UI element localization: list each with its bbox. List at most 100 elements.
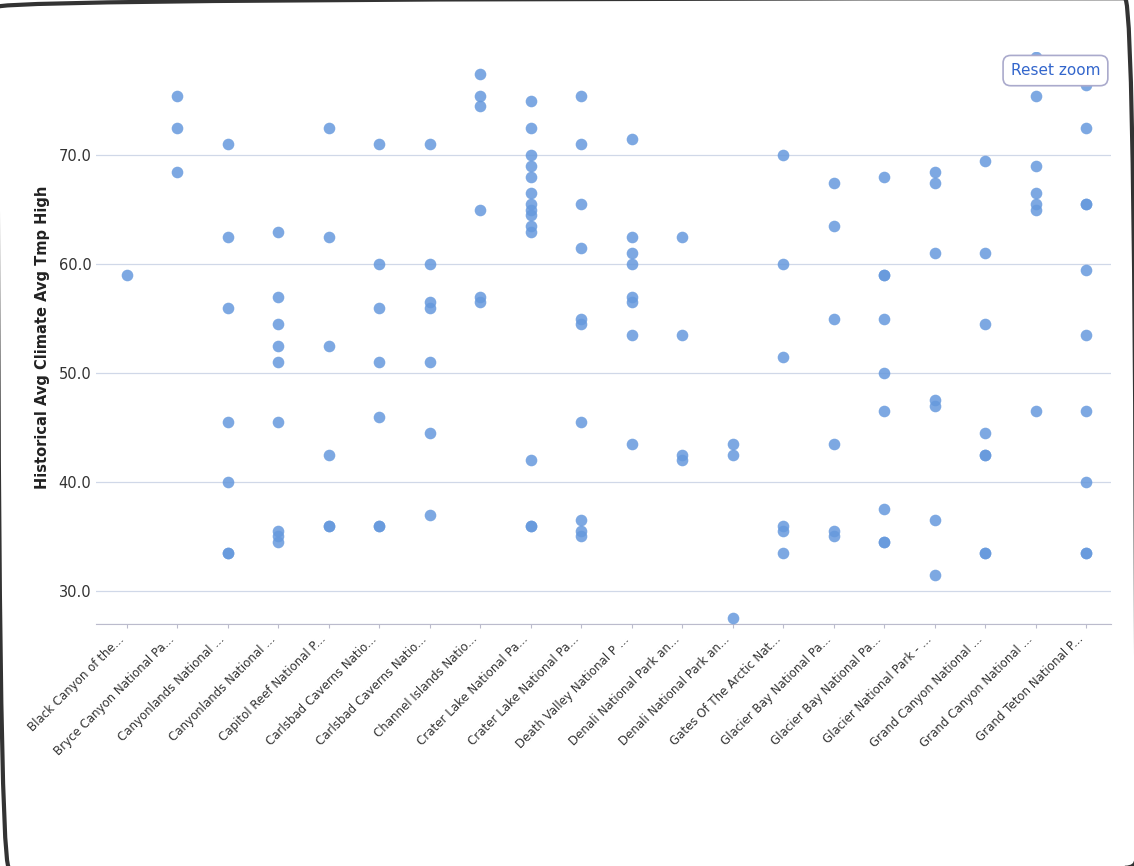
Point bbox=[269, 355, 287, 369]
Point bbox=[1026, 186, 1044, 200]
Point bbox=[572, 197, 590, 211]
Point bbox=[522, 519, 540, 533]
Point bbox=[219, 138, 237, 152]
Point bbox=[976, 448, 995, 462]
Point bbox=[925, 247, 943, 261]
Point bbox=[572, 312, 590, 326]
Y-axis label: Historical Avg Climate Avg Tmp High: Historical Avg Climate Avg Tmp High bbox=[35, 186, 50, 489]
Point bbox=[522, 203, 540, 216]
Point bbox=[623, 290, 641, 304]
Point bbox=[219, 415, 237, 429]
Point bbox=[976, 546, 995, 559]
Point bbox=[168, 165, 186, 178]
Point bbox=[572, 514, 590, 527]
Point bbox=[925, 399, 943, 413]
Point bbox=[1077, 475, 1095, 489]
Point bbox=[623, 132, 641, 146]
Point bbox=[269, 415, 287, 429]
Point bbox=[219, 230, 237, 244]
Point bbox=[269, 524, 287, 538]
Point bbox=[674, 230, 692, 244]
Point bbox=[976, 317, 995, 331]
Point bbox=[674, 453, 692, 467]
Point bbox=[522, 171, 540, 184]
Point bbox=[522, 224, 540, 238]
Point bbox=[674, 328, 692, 342]
Point bbox=[1026, 203, 1044, 216]
Point bbox=[976, 247, 995, 261]
Point bbox=[219, 301, 237, 314]
Point bbox=[572, 317, 590, 331]
Point bbox=[875, 171, 894, 184]
Point bbox=[471, 88, 489, 102]
Point bbox=[775, 148, 793, 162]
Point bbox=[572, 524, 590, 538]
Point bbox=[925, 393, 943, 407]
Point bbox=[1026, 404, 1044, 418]
Point bbox=[1026, 88, 1044, 102]
Point bbox=[471, 67, 489, 81]
Point bbox=[875, 268, 894, 282]
Point bbox=[1026, 197, 1044, 211]
Point bbox=[775, 524, 793, 538]
Point bbox=[623, 437, 641, 451]
Point bbox=[824, 524, 843, 538]
Point bbox=[370, 257, 388, 271]
Point bbox=[421, 257, 439, 271]
Point bbox=[522, 197, 540, 211]
Point bbox=[269, 535, 287, 549]
Point bbox=[623, 295, 641, 309]
Point bbox=[1077, 121, 1095, 135]
Point bbox=[1077, 197, 1095, 211]
Point bbox=[1077, 546, 1095, 559]
Point bbox=[370, 519, 388, 533]
Point bbox=[1077, 546, 1095, 559]
Point bbox=[976, 546, 995, 559]
Point bbox=[572, 415, 590, 429]
Point bbox=[1077, 328, 1095, 342]
Point bbox=[370, 138, 388, 152]
Point bbox=[1077, 197, 1095, 211]
Point bbox=[269, 290, 287, 304]
Point bbox=[623, 230, 641, 244]
Point bbox=[723, 437, 742, 451]
Point bbox=[572, 88, 590, 102]
Point bbox=[976, 154, 995, 168]
Point bbox=[875, 366, 894, 380]
Point bbox=[522, 148, 540, 162]
Point bbox=[370, 410, 388, 423]
Point bbox=[572, 138, 590, 152]
Point bbox=[269, 529, 287, 543]
Point bbox=[824, 437, 843, 451]
Point bbox=[522, 453, 540, 467]
Point bbox=[775, 257, 793, 271]
Point bbox=[471, 295, 489, 309]
Point bbox=[875, 502, 894, 516]
Point bbox=[875, 535, 894, 549]
Point bbox=[1077, 78, 1095, 92]
Point bbox=[320, 121, 338, 135]
Point bbox=[824, 176, 843, 190]
Point bbox=[471, 203, 489, 216]
Point bbox=[320, 519, 338, 533]
Point bbox=[824, 529, 843, 543]
Point bbox=[824, 312, 843, 326]
Point bbox=[522, 519, 540, 533]
Point bbox=[976, 448, 995, 462]
Point bbox=[269, 317, 287, 331]
Point bbox=[471, 100, 489, 113]
Point bbox=[168, 88, 186, 102]
Point bbox=[925, 176, 943, 190]
Point bbox=[370, 355, 388, 369]
Text: Reset zoom: Reset zoom bbox=[1010, 63, 1100, 78]
Point bbox=[723, 448, 742, 462]
Point bbox=[623, 328, 641, 342]
Point bbox=[421, 301, 439, 314]
Point bbox=[875, 404, 894, 418]
Point bbox=[522, 219, 540, 233]
Point bbox=[674, 448, 692, 462]
Point bbox=[471, 290, 489, 304]
Point bbox=[976, 426, 995, 440]
Point bbox=[925, 567, 943, 581]
Point bbox=[572, 241, 590, 255]
